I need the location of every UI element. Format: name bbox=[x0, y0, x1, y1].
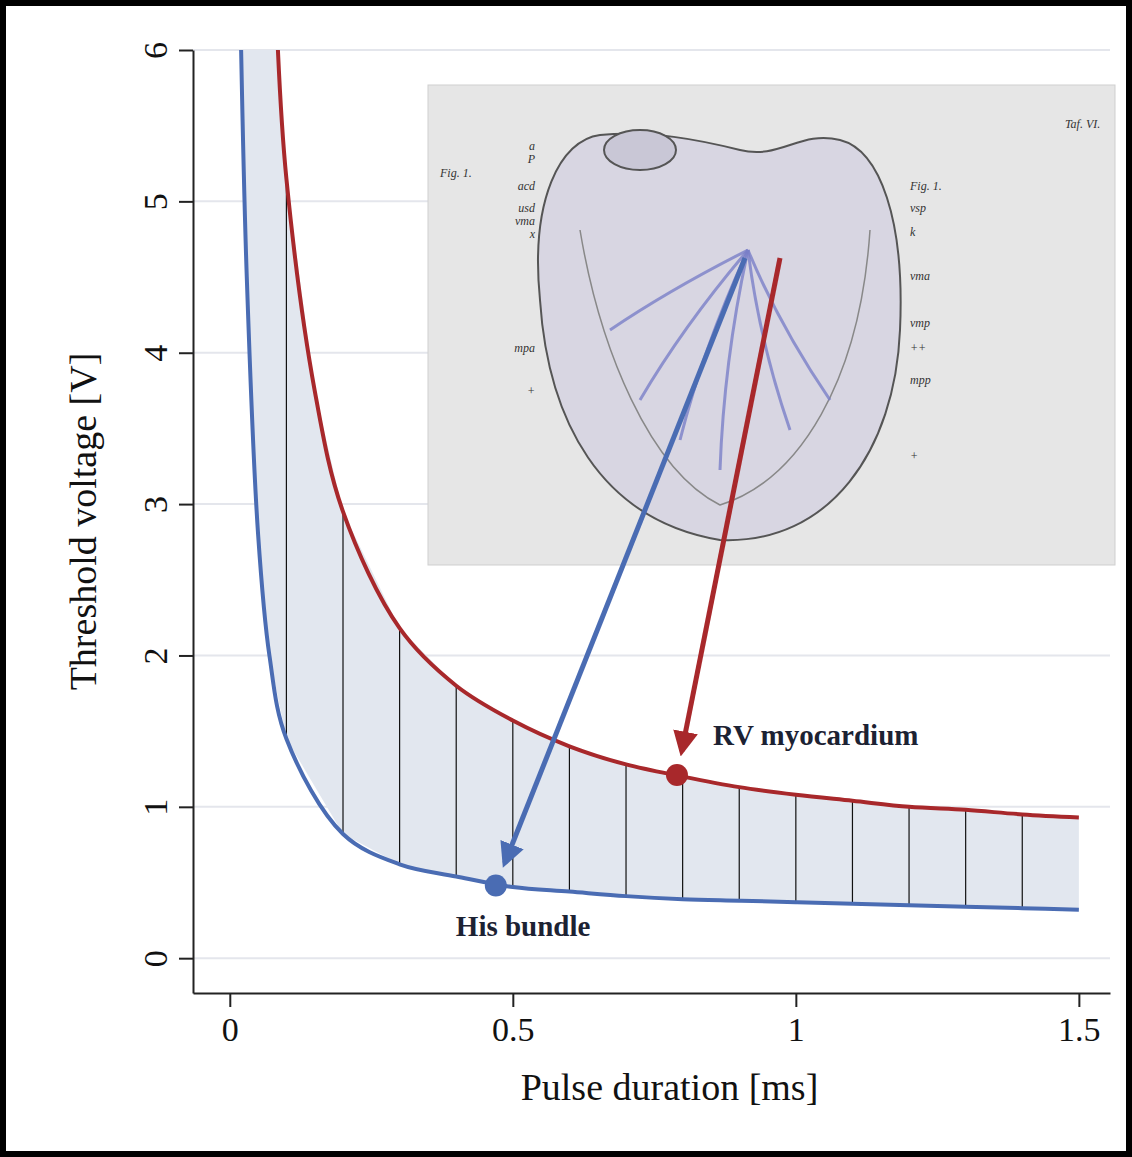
hatch-line bbox=[399, 628, 400, 864]
y-tick-label: 6 bbox=[137, 42, 174, 59]
y-tick-label: 3 bbox=[137, 496, 174, 513]
y-tick-mark bbox=[179, 504, 193, 506]
y-tick-mark bbox=[179, 201, 193, 203]
y-tick: 6 bbox=[137, 42, 193, 59]
y-tick-mark bbox=[179, 806, 193, 808]
inset-label: mpp bbox=[910, 373, 931, 387]
x-tick-mark bbox=[795, 993, 797, 1007]
y-tick-mark bbox=[179, 352, 193, 354]
inset-label: vma bbox=[910, 269, 930, 283]
hatch-line bbox=[625, 764, 626, 896]
point bbox=[666, 764, 688, 786]
y-tick: 1 bbox=[137, 799, 193, 816]
inset-label: x bbox=[529, 227, 536, 241]
inset-label: a bbox=[529, 139, 535, 153]
x-tick-label: 1 bbox=[788, 1011, 805, 1048]
inset-label: Fig. 1. bbox=[439, 166, 472, 180]
conduction-branch bbox=[610, 250, 748, 330]
point bbox=[485, 875, 507, 897]
heart-interior bbox=[580, 230, 870, 505]
frame bbox=[3, 3, 1129, 1154]
grid-line bbox=[193, 49, 1110, 51]
y-tick: 5 bbox=[137, 193, 193, 210]
heart-vessel bbox=[604, 130, 676, 170]
x-tick: 0.5 bbox=[492, 993, 535, 1048]
x-tick: 1 bbox=[788, 993, 805, 1048]
inset-label: vma bbox=[515, 214, 535, 228]
y-tick-mark bbox=[179, 958, 193, 960]
grid-line bbox=[193, 957, 1110, 959]
hatch-line bbox=[286, 179, 287, 739]
x-axis-title: Pulse duration [ms] bbox=[521, 1066, 819, 1108]
x-tick: 0 bbox=[222, 993, 239, 1048]
hatch-line bbox=[342, 512, 343, 834]
hatch-line bbox=[795, 795, 796, 902]
hatch-line bbox=[512, 721, 513, 888]
y-tick-label: 0 bbox=[137, 950, 174, 967]
inset-label: vsp bbox=[910, 201, 926, 215]
chart: 0 0.5 1 1.5 0 1 2 3 4 5 6 Pulse duration [ms] Thresh… bbox=[0, 0, 1132, 1157]
hatch-line bbox=[569, 746, 570, 891]
inset-label: ++ bbox=[910, 341, 926, 355]
inset-label: vmp bbox=[910, 316, 930, 330]
y-tick-mark bbox=[179, 655, 193, 657]
y-axis: 0 1 2 3 4 5 6 bbox=[137, 42, 194, 994]
y-tick-label: 1 bbox=[137, 799, 174, 816]
hatch-line bbox=[908, 807, 909, 905]
y-axis-title: Threshold voltage [V] bbox=[62, 353, 104, 691]
heart-outline bbox=[538, 134, 901, 541]
hatch-line bbox=[965, 810, 966, 907]
points bbox=[485, 764, 688, 896]
inset-label: Fig. 1. bbox=[909, 179, 942, 193]
point-label: RV myocardium bbox=[713, 719, 918, 751]
y-tick-mark bbox=[179, 50, 193, 52]
y-tick: 2 bbox=[137, 647, 193, 664]
y-tick-label: 5 bbox=[137, 193, 174, 210]
inset-label: P bbox=[527, 152, 536, 166]
conduction-branch bbox=[748, 250, 830, 400]
x-axis-line bbox=[194, 993, 1111, 995]
conduction-branch bbox=[640, 250, 748, 400]
y-tick-label: 4 bbox=[137, 345, 174, 362]
inset-label: k bbox=[910, 225, 916, 239]
hatch-line bbox=[1022, 814, 1023, 908]
y-tick-label: 2 bbox=[137, 647, 174, 664]
inset-label: + bbox=[910, 449, 918, 463]
hatch-line bbox=[682, 777, 683, 900]
inset-label: usd bbox=[518, 201, 536, 215]
inset-label: Taf. VI. bbox=[1065, 117, 1100, 131]
y-tick: 3 bbox=[137, 496, 193, 513]
point-label: His bundle bbox=[456, 910, 591, 942]
inset-label: acd bbox=[518, 179, 536, 193]
hatch-line bbox=[852, 801, 853, 904]
inset-illustration: aPacdusdvmaxmpa+Fig. 1.Taf. VI.Fig. 1.vs… bbox=[428, 85, 1115, 565]
x-tick-mark bbox=[512, 993, 514, 1007]
y-axis-line bbox=[193, 51, 195, 994]
x-tick-label: 0 bbox=[222, 1011, 239, 1048]
inset-background bbox=[428, 85, 1115, 565]
x-tick-mark bbox=[229, 993, 231, 1007]
x-tick-label: 0.5 bbox=[492, 1011, 535, 1048]
inset-label: mpa bbox=[514, 341, 535, 355]
y-tick: 0 bbox=[137, 950, 193, 967]
conduction-branch bbox=[748, 250, 790, 430]
hatch-line bbox=[739, 787, 740, 901]
x-tick-label: 1.5 bbox=[1058, 1011, 1101, 1048]
hatch-line bbox=[456, 686, 457, 877]
arrow bbox=[682, 258, 780, 751]
arrow bbox=[505, 258, 745, 863]
x-axis: 0 0.5 1 1.5 bbox=[194, 993, 1111, 1048]
inset-label: + bbox=[527, 384, 535, 398]
x-tick: 1.5 bbox=[1058, 993, 1101, 1048]
x-tick-mark bbox=[1078, 993, 1080, 1007]
y-tick: 4 bbox=[137, 345, 193, 362]
